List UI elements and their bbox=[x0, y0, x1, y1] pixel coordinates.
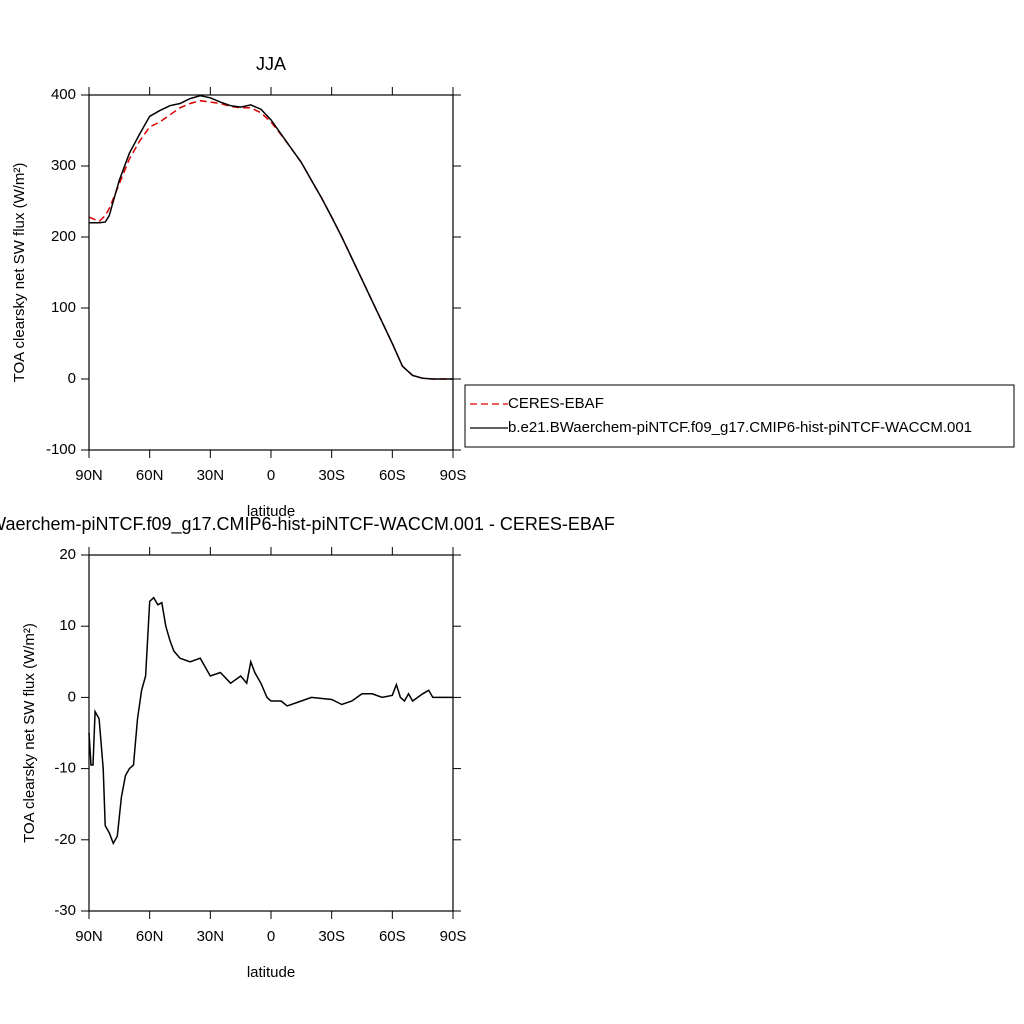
x-tick-label: 90N bbox=[75, 928, 103, 945]
y-tick-label: 200 bbox=[51, 228, 76, 245]
chart-title: JJA bbox=[256, 54, 286, 74]
x-tick-label: 30N bbox=[197, 928, 225, 945]
y-tick-label: 0 bbox=[68, 370, 76, 387]
x-tick-label: 30S bbox=[318, 467, 345, 484]
data-line bbox=[88, 99, 453, 380]
x-tick-label: 60N bbox=[136, 467, 164, 484]
y-axis-label: TOA clearsky net SW flux (W/m²) bbox=[11, 163, 28, 383]
x-tick-label: 0 bbox=[267, 928, 275, 945]
plot-frame bbox=[88, 554, 454, 912]
chart-title: b.e21.BWaerchem-piNTCF.f09_g17.CMIP6-his… bbox=[0, 514, 615, 535]
x-tick-label: 60N bbox=[136, 928, 164, 945]
y-tick-label: 300 bbox=[51, 157, 76, 174]
y-tick-label: 20 bbox=[59, 546, 76, 563]
y-tick-label: 400 bbox=[51, 86, 76, 103]
x-tick-label: 30S bbox=[318, 928, 345, 945]
x-axis-label: latitude bbox=[247, 503, 295, 520]
x-tick-label: 30N bbox=[197, 467, 225, 484]
data-line bbox=[88, 596, 453, 846]
x-tick-label: 60S bbox=[379, 928, 406, 945]
x-axis-label: latitude bbox=[247, 964, 295, 981]
x-tick-label: 0 bbox=[267, 467, 275, 484]
x-tick-label: 90N bbox=[75, 467, 103, 484]
x-tick-label: 60S bbox=[379, 467, 406, 484]
data-line bbox=[89, 94, 453, 380]
y-tick-label: 0 bbox=[68, 688, 76, 705]
y-axis-label: TOA clearsky net SW flux (W/m²) bbox=[21, 623, 38, 843]
y-tick-label: -30 bbox=[54, 902, 76, 919]
x-tick-label: 90S bbox=[440, 467, 467, 484]
legend-box bbox=[464, 384, 1015, 448]
x-tick-label: 90S bbox=[440, 928, 467, 945]
y-tick-label: -20 bbox=[54, 831, 76, 848]
y-tick-label: -10 bbox=[54, 760, 76, 777]
y-tick-label: -100 bbox=[46, 441, 76, 458]
plot-frame bbox=[88, 94, 454, 451]
legend-label: b.e21.BWaerchem-piNTCF.f09_g17.CMIP6-his… bbox=[508, 419, 972, 436]
y-tick-label: 100 bbox=[51, 299, 76, 316]
y-tick-label: 10 bbox=[59, 617, 76, 634]
legend-label: CERES-EBAF bbox=[508, 395, 604, 412]
